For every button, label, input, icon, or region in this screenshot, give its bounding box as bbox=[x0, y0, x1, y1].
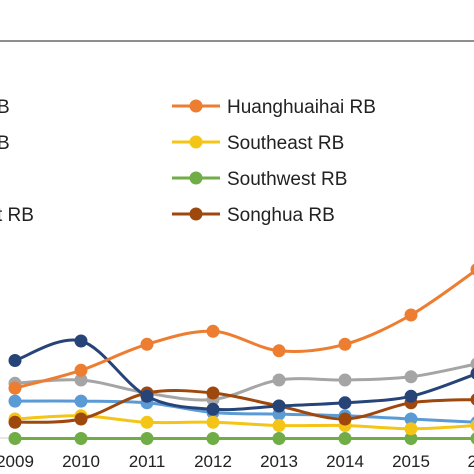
series-3 bbox=[8, 334, 474, 416]
data-point-2016 bbox=[470, 419, 474, 432]
data-point-2010 bbox=[74, 394, 88, 408]
legend-item: Huanghuaihai RB bbox=[172, 97, 376, 118]
data-point-2009 bbox=[8, 415, 22, 429]
data-point-2009 bbox=[8, 381, 22, 395]
data-point-2010 bbox=[74, 334, 88, 348]
data-point-2012 bbox=[206, 386, 220, 400]
data-point-2014 bbox=[338, 412, 352, 426]
data-point-2012 bbox=[206, 432, 220, 445]
data-point-2015 bbox=[404, 370, 418, 384]
x-tick-label: 2011 bbox=[129, 452, 166, 471]
x-tick-label: 2012 bbox=[194, 452, 232, 471]
series-0 bbox=[8, 263, 474, 395]
data-point-2013 bbox=[272, 399, 286, 413]
cropped-legend-label: B bbox=[0, 133, 10, 154]
data-point-2012 bbox=[206, 402, 220, 416]
x-tick-label: 2015 bbox=[392, 452, 430, 471]
data-point-2016 bbox=[470, 263, 474, 276]
data-point-2011 bbox=[140, 415, 154, 429]
data-point-2015 bbox=[404, 432, 418, 445]
data-point-2015 bbox=[404, 389, 418, 403]
x-tick-label: 2014 bbox=[326, 452, 364, 471]
legend-label: Southwest RB bbox=[227, 169, 347, 190]
data-point-2014 bbox=[338, 337, 352, 351]
cropped-legend-label: B bbox=[0, 97, 10, 118]
data-point-2011 bbox=[140, 337, 154, 351]
data-point-2014 bbox=[338, 396, 352, 410]
legend-label: Southeast RB bbox=[227, 133, 344, 154]
data-point-2009 bbox=[8, 394, 22, 408]
legend-item: Songhua RB bbox=[172, 205, 335, 226]
series-layer bbox=[8, 263, 474, 445]
data-point-2013 bbox=[272, 419, 286, 432]
data-point-2009 bbox=[8, 354, 22, 367]
legend: Huanghuaihai RB Southeast RB Southwest RB S… bbox=[172, 97, 376, 226]
data-point-2015 bbox=[404, 422, 418, 436]
data-point-2014 bbox=[338, 432, 352, 445]
data-point-2011 bbox=[140, 389, 154, 403]
x-tick-label: 2010 bbox=[62, 452, 100, 471]
data-point-2012 bbox=[206, 324, 220, 338]
x-tick-label: 2013 bbox=[260, 452, 298, 471]
legend-swatch-marker bbox=[189, 171, 203, 185]
data-point-2016 bbox=[470, 432, 474, 445]
data-point-2013 bbox=[272, 432, 286, 445]
data-point-2010 bbox=[74, 412, 88, 426]
x-tick-label: 20 bbox=[468, 452, 474, 471]
data-point-2009 bbox=[8, 432, 22, 445]
data-point-2015 bbox=[404, 308, 418, 322]
legend-label: Songhua RB bbox=[227, 205, 335, 226]
series-5 bbox=[8, 432, 474, 445]
legend-label: Huanghuaihai RB bbox=[227, 97, 376, 118]
data-point-2013 bbox=[272, 344, 286, 358]
legend-swatch-marker bbox=[189, 99, 203, 113]
cropped-legend-label: t RB bbox=[0, 205, 34, 226]
data-point-2010 bbox=[74, 432, 88, 445]
data-point-2016 bbox=[470, 367, 474, 380]
x-axis-tick-labels: 2009 2010 2011 2012 2013 2014 2015 20 bbox=[0, 452, 474, 471]
data-point-2016 bbox=[470, 393, 474, 406]
x-tick-label: 2009 bbox=[0, 452, 34, 471]
data-point-2016 bbox=[470, 358, 474, 370]
data-point-2012 bbox=[206, 415, 220, 429]
series-line bbox=[14, 269, 474, 390]
partial-legend-fragments: BBt RB bbox=[0, 97, 34, 226]
data-point-2013 bbox=[272, 373, 286, 387]
legend-swatch-marker bbox=[189, 135, 203, 149]
series-line bbox=[14, 338, 474, 412]
legend-swatch-marker bbox=[189, 207, 203, 221]
data-point-2015 bbox=[404, 412, 418, 426]
data-point-2011 bbox=[140, 432, 154, 445]
data-point-2010 bbox=[74, 363, 88, 377]
data-point-2014 bbox=[338, 373, 352, 387]
legend-item: Southwest RB bbox=[172, 169, 347, 190]
legend-item: Southeast RB bbox=[172, 133, 344, 154]
data-point-2010 bbox=[74, 373, 88, 387]
